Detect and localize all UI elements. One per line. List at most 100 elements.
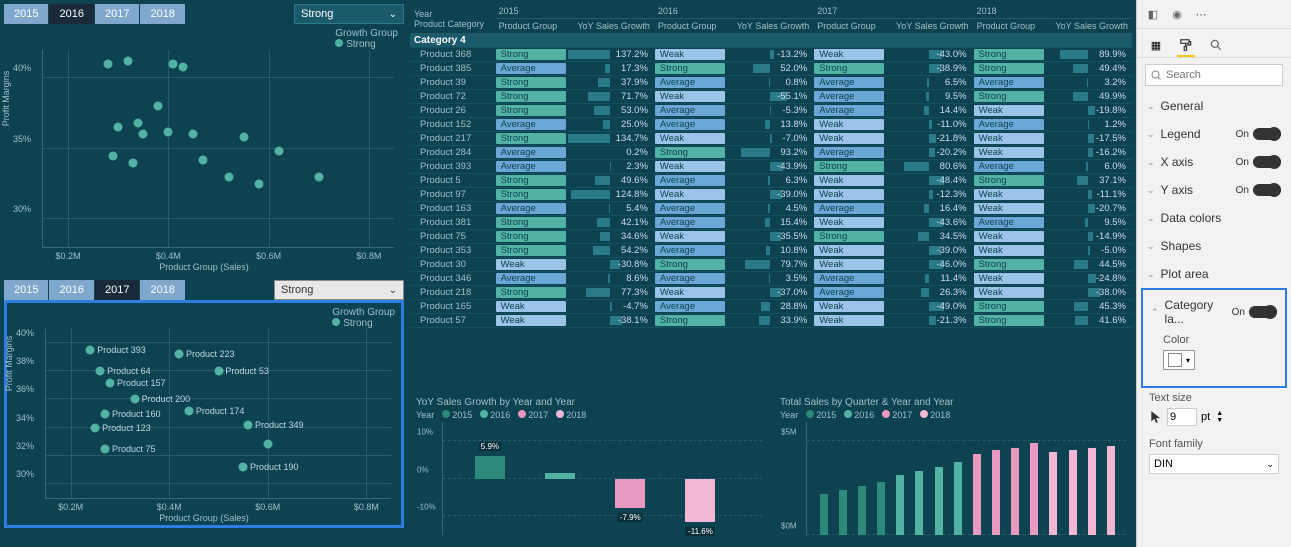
data-point[interactable] [129,158,138,167]
format-item-data-colors[interactable]: ⌄Data colors [1137,204,1291,232]
color-dropdown[interactable]: ▾ [1163,350,1195,370]
data-point[interactable] [244,420,253,429]
data-point[interactable] [101,409,110,418]
bar[interactable] [877,482,885,535]
analytics-tab[interactable] [1207,35,1225,57]
year-tab-2017[interactable]: 2017 [95,4,140,24]
data-point[interactable] [199,155,208,164]
bar[interactable]: 5.9% [475,456,505,478]
bar[interactable] [1069,450,1077,535]
year-tab-2015[interactable]: 2015 [4,280,49,300]
bar[interactable] [1011,448,1019,535]
format-item-general[interactable]: ⌄General [1137,92,1291,120]
bar[interactable] [896,475,904,535]
toggle-switch[interactable] [1253,128,1281,140]
data-point[interactable] [134,119,143,128]
data-point[interactable] [109,151,118,160]
data-point[interactable] [104,60,113,69]
year-tab-2018[interactable]: 2018 [140,280,185,300]
data-point[interactable] [96,367,105,376]
table-row[interactable]: Product 368Strong137.2%Weak-13.2%Weak-43… [410,48,1132,62]
data-point[interactable] [254,179,263,188]
format-item-legend[interactable]: ⌄LegendOn [1137,120,1291,148]
table-row[interactable]: Product 72Strong71.7%Weak-55.1%Average9.… [410,90,1132,104]
table-row[interactable]: Product 165Weak-4.7%Average28.8%Weak-49.… [410,300,1132,314]
data-point[interactable] [175,350,184,359]
font-family-dropdown[interactable]: DIN⌄ [1149,454,1279,474]
data-point[interactable] [263,440,272,449]
table-row[interactable]: Product 39Strong37.9%Average0.8%Average6… [410,76,1132,90]
format-item-category-labels[interactable]: ⌃Category la...On [1151,294,1277,330]
scatter2-chart[interactable]: Growth Group Strong Profit Margins $0.2M… [4,300,404,528]
filter-icon[interactable]: ◉ [1169,6,1185,22]
table-row[interactable]: Product 5Strong49.6%Average6.3%Weak-48.4… [410,174,1132,188]
format-tab[interactable] [1177,35,1195,57]
bar[interactable]: -7.9% [615,479,645,509]
bar[interactable] [545,473,575,479]
table-row[interactable]: Product 393Average2.3%Weak-43.9%Strong80… [410,160,1132,174]
table-row[interactable]: Product 385Average17.3%Strong52.0%Strong… [410,62,1132,76]
search-input[interactable] [1145,64,1283,86]
table-row[interactable]: Product 97Strong124.8%Weak-39.0%Weak-12.… [410,188,1132,202]
bar[interactable] [820,494,828,535]
visualization-icon[interactable]: ◧ [1145,6,1161,22]
year-tab-2016[interactable]: 2016 [49,280,94,300]
category-header[interactable]: Category 4 [410,34,1132,48]
year-tab-2018[interactable]: 2018 [140,4,185,24]
data-point[interactable] [130,395,139,404]
fields-tab[interactable]: ▦ [1147,35,1165,57]
bar[interactable] [992,450,1000,535]
bar[interactable] [1107,446,1115,535]
data-point[interactable] [314,172,323,181]
data-point[interactable] [274,147,283,156]
data-point[interactable] [224,172,233,181]
table-row[interactable]: Product 75Strong34.6%Weak-35.5%Strong34.… [410,230,1132,244]
data-point[interactable] [189,130,198,139]
table-row[interactable]: Product 30Weak-30.8%Strong79.7%Weak-46.0… [410,258,1132,272]
year-tab-2017[interactable]: 2017 [95,280,140,300]
data-table[interactable]: YearProduct Category2015201620172018Prod… [410,4,1132,387]
bar[interactable] [858,486,866,535]
scatter1-dropdown[interactable]: Strong [294,4,404,24]
table-row[interactable]: Product 26Strong53.0%Average-5.3%Average… [410,104,1132,118]
scatter1-chart[interactable]: Growth Group Strong Profit Margins $0.2M… [4,24,404,274]
more-icon[interactable]: ⋯ [1193,6,1209,22]
format-item-shapes[interactable]: ⌄Shapes [1137,232,1291,260]
data-point[interactable] [239,463,248,472]
toggle-switch[interactable] [1253,184,1281,196]
bar[interactable] [915,471,923,535]
year-tab-2016[interactable]: 2016 [49,4,94,24]
bar[interactable] [1030,443,1038,535]
data-point[interactable] [101,444,110,453]
bar[interactable] [1088,448,1096,535]
toggle-switch[interactable] [1249,306,1277,318]
stepper-down[interactable]: ▼ [1216,417,1223,424]
bar[interactable] [1049,452,1057,535]
text-size-input[interactable] [1167,408,1197,426]
data-point[interactable] [239,133,248,142]
table-row[interactable]: Product 218Strong77.3%Weak-37.0%Average2… [410,286,1132,300]
format-item-y-axis[interactable]: ⌄Y axisOn [1137,176,1291,204]
table-row[interactable]: Product 163Average5.4%Average4.5%Average… [410,202,1132,216]
scatter2-dropdown[interactable]: Strong [274,280,404,300]
data-point[interactable] [139,130,148,139]
format-item-x-axis[interactable]: ⌄X axisOn [1137,148,1291,176]
table-row[interactable]: Product 152Average25.0%Average13.8%Weak-… [410,118,1132,132]
data-point[interactable] [91,423,100,432]
data-point[interactable] [214,367,223,376]
data-point[interactable] [169,60,178,69]
stepper-up[interactable]: ▲ [1216,410,1223,417]
toggle-switch[interactable] [1253,156,1281,168]
table-row[interactable]: Product 284Average0.2%Strong93.2%Average… [410,146,1132,160]
data-point[interactable] [184,406,193,415]
bar[interactable] [839,490,847,535]
data-point[interactable] [106,378,115,387]
data-point[interactable] [124,57,133,66]
table-row[interactable]: Product 381Strong42.1%Average15.4%Weak-4… [410,216,1132,230]
table-row[interactable]: Product 217Strong134.7%Weak-7.0%Weak-21.… [410,132,1132,146]
table-row[interactable]: Product 346Average8.6%Average3.5%Average… [410,272,1132,286]
table-row[interactable]: Product 353Strong54.2%Average10.8%Weak-3… [410,244,1132,258]
data-point[interactable] [154,102,163,111]
bar[interactable]: -11.6% [685,479,715,523]
quarterly-bar-chart[interactable]: Total Sales by Quarter & Year and Year Y… [774,393,1132,543]
